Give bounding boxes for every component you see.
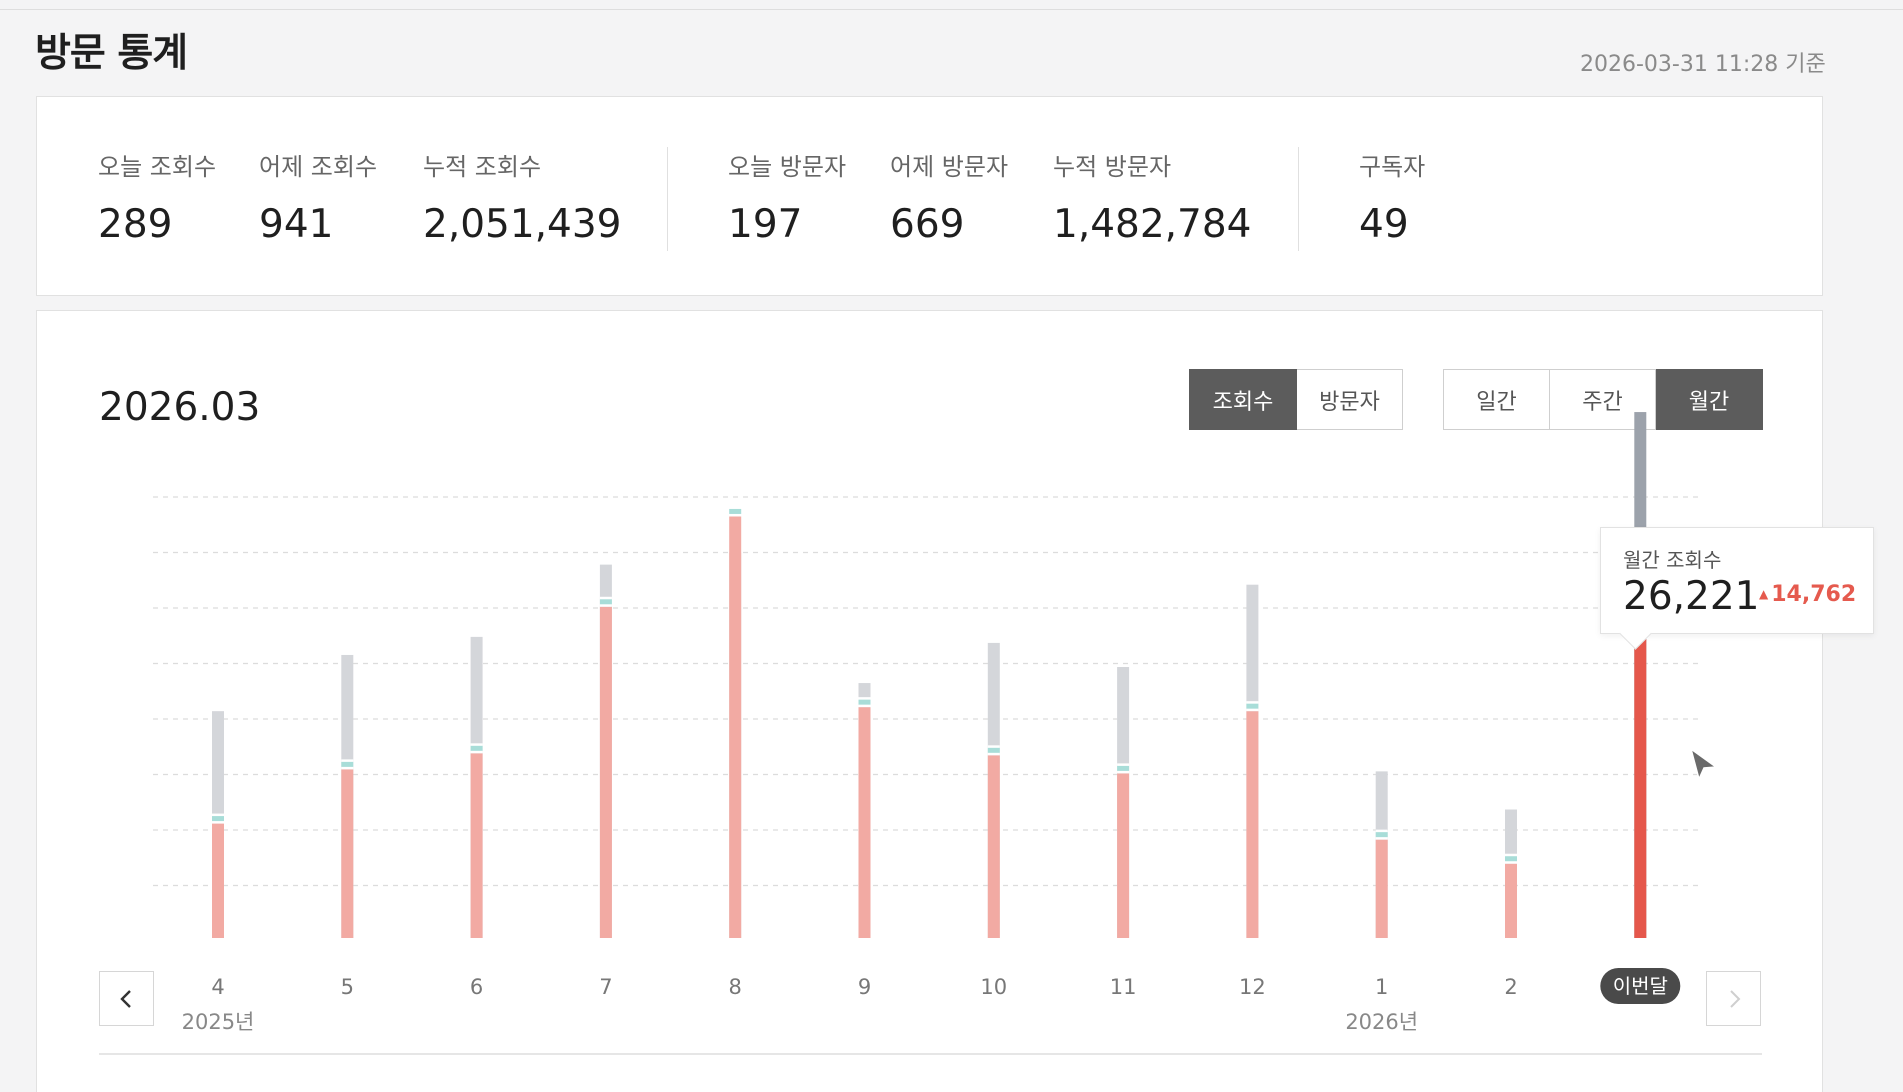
range-monthly-button[interactable]: 월간: [1656, 369, 1763, 430]
tooltip-value: 26,221: [1623, 574, 1760, 619]
metric-views-button[interactable]: 조회수: [1189, 369, 1297, 430]
bar-divider: [470, 745, 483, 751]
stat-label: 어제 방문자: [890, 153, 1009, 181]
chevron-right-icon: [1729, 989, 1740, 1008]
x-tick-label: 8: [729, 975, 742, 999]
stat-value: 2,051,439: [423, 202, 622, 247]
stat-value: 197: [728, 202, 803, 247]
stat-label: 오늘 조회수: [98, 153, 217, 181]
bar-divider: [1505, 856, 1517, 862]
tooltip-label: 월간 조회수: [1623, 548, 1722, 572]
current-month-badge: [1600, 968, 1681, 1004]
stat-total-visitors: 누적 방문자 1,482,784: [1053, 147, 1252, 247]
bar-value: [212, 823, 224, 938]
bar-divider: [858, 699, 871, 705]
bar-divider: [1375, 832, 1388, 838]
stats-divider: [667, 147, 668, 251]
x-tick-label: 12: [1239, 975, 1266, 999]
metric-toggle: 조회수 방문자: [1189, 369, 1403, 430]
x-tick-label: 5: [341, 975, 354, 999]
year-label: 2026년: [1345, 1010, 1418, 1034]
x-tick-label: 11: [1110, 975, 1137, 999]
chevron-left-icon: [119, 989, 131, 1008]
current-month-label: 이번달: [1613, 974, 1668, 998]
chart-grid: [153, 496, 1701, 887]
bar-value: [599, 606, 612, 938]
x-tick-label: 10: [980, 975, 1007, 999]
bar-divider: [1117, 765, 1130, 771]
bar-value: [987, 755, 1000, 938]
x-tick-label: 9: [858, 975, 871, 999]
x-tick-label: 2: [1504, 975, 1517, 999]
stat-value: 669: [890, 202, 965, 247]
stat-label: 구독자: [1359, 153, 1426, 181]
stat-subscribers: 구독자 49: [1359, 147, 1425, 247]
chart-period-title: 2026.03: [99, 385, 261, 430]
bar-divider: [212, 816, 224, 822]
caret-up-icon: ▲: [1759, 587, 1769, 601]
tooltip-change-value: 14,762: [1771, 582, 1857, 607]
bar-value: [1634, 638, 1647, 938]
x-tick-label: 4: [211, 975, 224, 999]
last-updated-timestamp: 2026-03-31 11:28 기준: [1580, 52, 1826, 77]
range-daily-button[interactable]: 일간: [1443, 369, 1550, 430]
x-tick-label: 7: [599, 975, 612, 999]
bar-value: [1246, 711, 1259, 938]
stat-value: 941: [259, 202, 334, 247]
prev-period-button[interactable]: [99, 971, 154, 1026]
bar-tooltip: 월간 조회수 26,221 ▲ 14,762: [1600, 527, 1874, 634]
next-period-button[interactable]: [1706, 971, 1761, 1026]
bar-divider: [987, 747, 1000, 753]
year-label: 2025년: [182, 1010, 255, 1034]
stat-total-views: 누적 조회수 2,051,439: [423, 147, 622, 247]
tooltip-change: ▲ 14,762: [1759, 582, 1856, 607]
chart-bottom-divider: [99, 1053, 1762, 1055]
bar-divider: [1246, 703, 1259, 709]
stats-summary-card: 오늘 조회수 289 어제 조회수 941 누적 조회수 2,051,439 오…: [36, 96, 1823, 296]
chart-card: 2026.03 조회수 방문자 일간 주간 월간 4 5 6 7 8 9 10 11 12 1 2 이…: [36, 310, 1874, 1092]
bar-value: [729, 516, 742, 938]
metric-visitors-button[interactable]: 방문자: [1297, 369, 1403, 430]
bar-value: [858, 707, 871, 938]
bar-divider: [729, 508, 742, 514]
mouse-cursor-icon: [1689, 747, 1719, 782]
stat-label: 어제 조회수: [259, 153, 378, 181]
top-border: [0, 9, 1903, 10]
x-tick-label: 1: [1375, 975, 1388, 999]
bar-divider: [599, 599, 612, 605]
bar-divider: [341, 761, 354, 767]
stat-yesterday-views: 어제 조회수 941: [259, 147, 377, 247]
bar-value: [470, 753, 483, 938]
page-title: 방문 통계: [35, 31, 188, 76]
bar-value: [1375, 839, 1388, 938]
stat-value: 289: [98, 202, 173, 247]
stat-value: 1,482,784: [1053, 202, 1252, 247]
stat-label: 누적 조회수: [423, 153, 542, 181]
stat-label: 오늘 방문자: [728, 153, 847, 181]
stat-today-views: 오늘 조회수 289: [98, 147, 216, 247]
bar-value: [341, 769, 354, 938]
stat-label: 누적 방문자: [1053, 153, 1172, 181]
bar-value: [1505, 863, 1517, 938]
stat-value: 49: [1359, 202, 1409, 247]
range-toggle: 일간 주간 월간: [1443, 369, 1763, 430]
stat-yesterday-visitors: 어제 방문자 669: [890, 147, 1008, 247]
chart-bars: [212, 412, 1647, 938]
x-tick-label: 6: [470, 975, 483, 999]
bar-value: [1117, 773, 1130, 938]
stats-divider: [1298, 147, 1299, 251]
stat-today-visitors: 오늘 방문자 197: [728, 147, 846, 247]
